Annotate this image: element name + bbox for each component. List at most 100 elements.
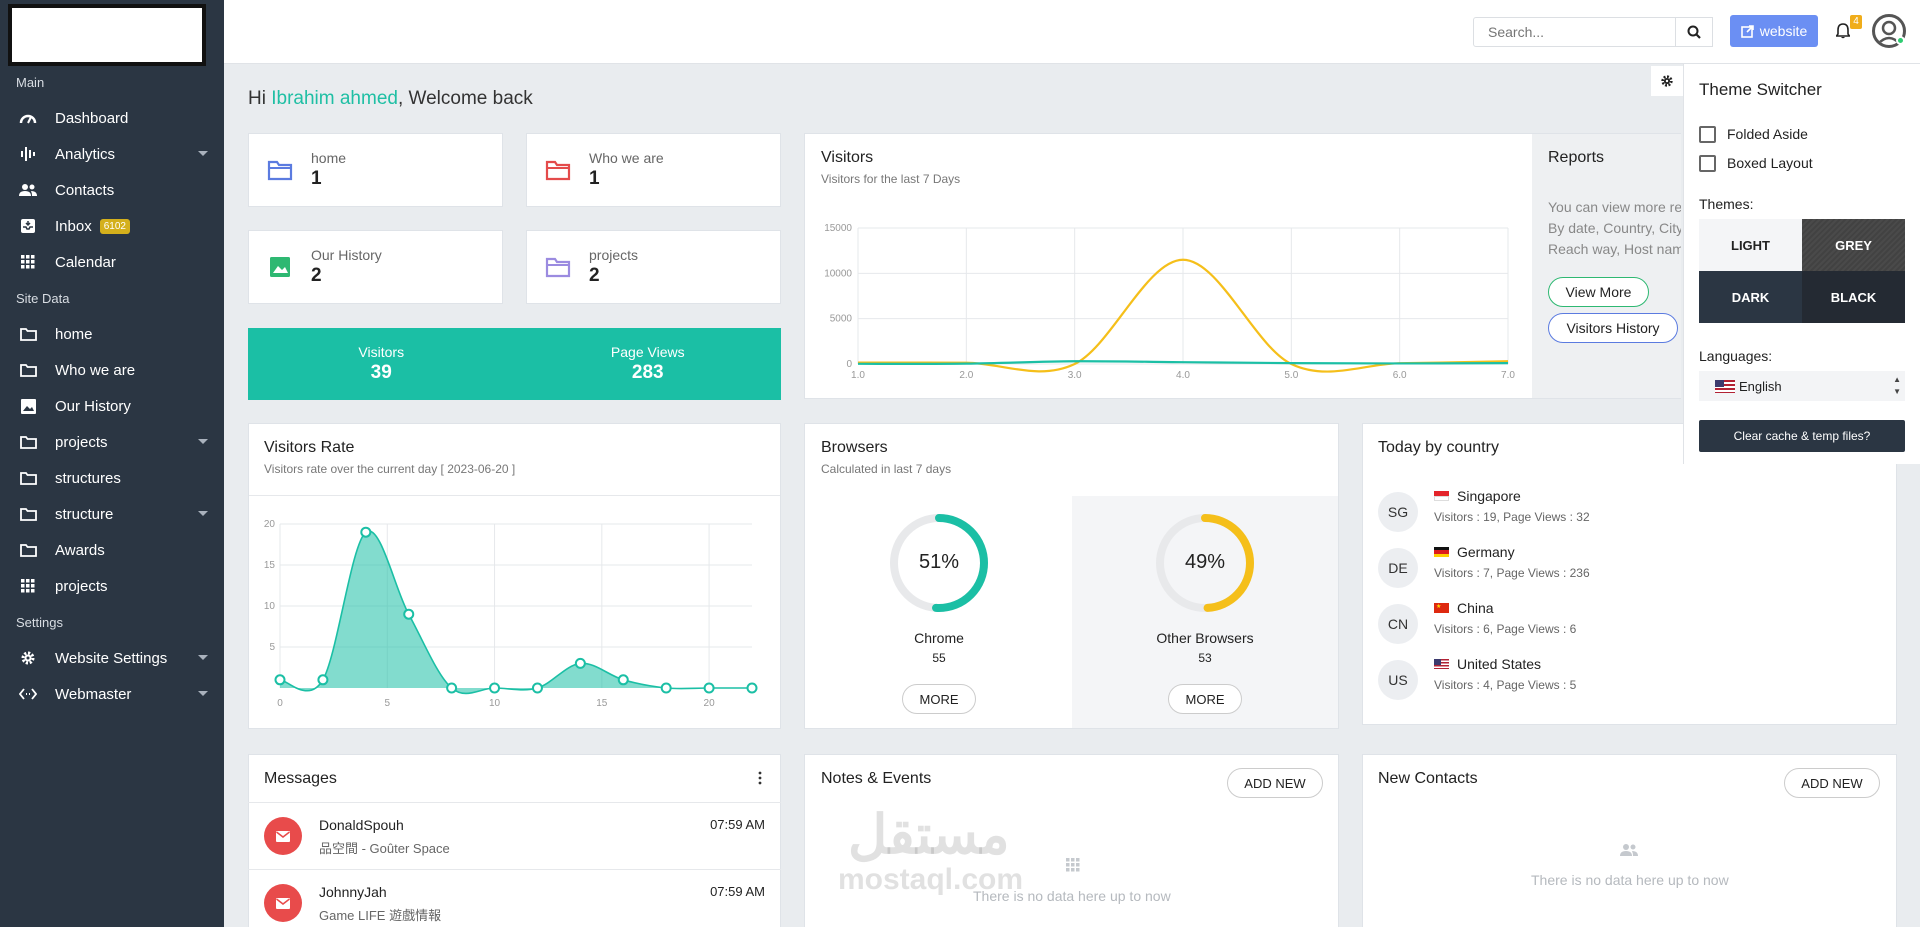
contacts-add-new-button[interactable]: ADD NEW xyxy=(1784,768,1880,798)
x-tick-label: 2.0 xyxy=(959,370,973,381)
sidebar-item-structure[interactable]: structure xyxy=(0,496,224,532)
visitors-chart-subtitle: Visitors for the last 7 Days xyxy=(821,172,961,186)
folder-icon xyxy=(18,540,38,560)
data-point xyxy=(274,674,286,686)
sidebar-item-analytics[interactable]: Analytics xyxy=(0,136,224,172)
data-point xyxy=(746,682,758,694)
visitors-rate-title: Visitors Rate xyxy=(264,439,355,456)
folder-icon xyxy=(18,468,38,488)
stat-label: home xyxy=(311,150,347,166)
message-row[interactable]: DonaldSpouh 品空間 - Goûter Space 07:59 AM xyxy=(248,802,781,868)
browsers-subtitle: Calculated in last 7 days xyxy=(821,462,952,476)
theme-black-button[interactable]: BLACK xyxy=(1802,271,1905,323)
reports-text: You can view more rep xyxy=(1548,199,1681,215)
visitors-label: Visitors xyxy=(358,344,405,360)
contacts-people-icon xyxy=(1620,843,1638,859)
theme-switcher-toggle[interactable] xyxy=(1651,66,1683,96)
sidebar: Main Dashboard Analytics Contacts Inbox … xyxy=(0,0,224,927)
series-line xyxy=(857,360,1509,365)
message-time: 07:59 AM xyxy=(710,817,765,832)
flag-us-icon xyxy=(1715,379,1735,393)
other-browsers-count: 53 xyxy=(1198,651,1212,665)
x-tick-label: 10 xyxy=(489,698,501,709)
y-tick-label: 5000 xyxy=(830,314,853,325)
watermark: مستقل mostaql.com xyxy=(838,805,1024,896)
visitors-rate-subtitle: Visitors rate over the current day [ 202… xyxy=(264,462,516,476)
country-name: United States xyxy=(1457,656,1542,672)
message-time: 07:59 AM xyxy=(710,884,765,899)
inbox-count-badge: 6102 xyxy=(99,218,130,234)
pageviews-label: Page Views xyxy=(610,344,685,360)
stat-card-projects[interactable]: projects 2 xyxy=(526,230,781,304)
country-code: SG xyxy=(1378,492,1418,532)
sidebar-item-inbox[interactable]: Inbox 6102 xyxy=(0,208,224,244)
y-tick-label: 10000 xyxy=(824,268,852,279)
sidebar-item-structures[interactable]: structures xyxy=(0,460,224,496)
theme-dark-button[interactable]: DARK xyxy=(1699,271,1802,323)
sidebar-item-website-settings[interactable]: Website Settings xyxy=(0,640,224,676)
sidebar-item-label: structure xyxy=(55,505,114,523)
theme-switcher-title: Theme Switcher xyxy=(1699,80,1822,99)
folded-aside-checkbox[interactable]: Folded Aside xyxy=(1699,124,1899,144)
search-button[interactable] xyxy=(1676,17,1713,47)
sidebar-item-dashboard[interactable]: Dashboard xyxy=(0,100,224,136)
stat-value: 2 xyxy=(311,265,322,286)
sidebar-item-label: Contacts xyxy=(55,181,115,199)
other-browsers-more-button[interactable]: MORE xyxy=(1168,684,1242,714)
sidebar-item-label: Dashboard xyxy=(55,109,129,127)
folder-icon xyxy=(545,160,571,181)
x-tick-label: 5.0 xyxy=(1284,370,1298,381)
image-icon xyxy=(18,396,38,416)
notifications-button[interactable] xyxy=(1834,20,1856,42)
sidebar-item-our-history[interactable]: Our History xyxy=(0,388,224,424)
folder-icon xyxy=(18,504,38,524)
search-input[interactable] xyxy=(1473,17,1676,47)
sidebar-item-label: home xyxy=(55,325,93,343)
sidebar-item-contacts[interactable]: Contacts xyxy=(0,172,224,208)
reports-text: Reach way, Host name xyxy=(1548,241,1681,257)
stat-value: 1 xyxy=(589,168,600,189)
sidebar-item-label: Who we are xyxy=(55,361,136,379)
stat-card-our-history[interactable]: Our History 2 xyxy=(248,230,503,304)
theme-grey-button[interactable]: GREY xyxy=(1802,219,1905,271)
sidebar-item-projects[interactable]: projects xyxy=(0,424,224,460)
country-stats: Visitors : 6, Page Views : 6 xyxy=(1434,622,1577,636)
logo[interactable] xyxy=(8,4,206,66)
themes-label: Themes: xyxy=(1699,196,1754,212)
country-code: CN xyxy=(1378,604,1418,644)
y-tick-label: 15 xyxy=(264,560,276,571)
visitors-history-button[interactable]: Visitors History xyxy=(1548,313,1678,343)
language-select[interactable]: English ▲ ▼ xyxy=(1699,371,1905,401)
sidebar-item-awards[interactable]: Awards xyxy=(0,532,224,568)
theme-light-button[interactable]: LIGHT xyxy=(1699,219,1802,271)
sidebar-item-projects-grid[interactable]: projects xyxy=(0,568,224,604)
sidebar-item-calendar[interactable]: Calendar xyxy=(0,244,224,280)
folder-icon xyxy=(267,160,293,181)
data-point xyxy=(531,682,543,694)
stat-card-who-we-are[interactable]: Who we are 1 xyxy=(526,133,781,207)
messages-card xyxy=(248,754,781,927)
mail-icon xyxy=(264,884,302,922)
notes-add-new-button[interactable]: ADD NEW xyxy=(1227,768,1323,798)
website-button[interactable]: website xyxy=(1730,15,1818,47)
mail-icon xyxy=(264,817,302,855)
country-code: DE xyxy=(1378,548,1418,588)
clear-cache-button[interactable]: Clear cache & temp files? xyxy=(1699,420,1905,452)
sidebar-item-home[interactable]: home xyxy=(0,316,224,352)
sidebar-item-webmaster[interactable]: Webmaster xyxy=(0,676,224,712)
boxed-layout-checkbox[interactable]: Boxed Layout xyxy=(1699,153,1899,173)
calendar-grid-icon xyxy=(18,252,38,272)
more-vertical-icon[interactable] xyxy=(757,771,763,785)
contacts-people-icon xyxy=(18,180,38,200)
country-code: US xyxy=(1378,660,1418,700)
country-card xyxy=(1362,423,1897,725)
view-more-button[interactable]: View More xyxy=(1548,277,1649,307)
sidebar-item-label: Awards xyxy=(55,541,105,559)
notifications-count-badge: 4 xyxy=(1850,15,1862,29)
sidebar-item-who-we-are[interactable]: Who we are xyxy=(0,352,224,388)
country-stats: Visitors : 7, Page Views : 236 xyxy=(1434,566,1590,580)
message-row[interactable]: JohnnyJah Game LIFE 遊戲情報 07:59 AM xyxy=(248,869,781,927)
chrome-more-button[interactable]: MORE xyxy=(902,684,976,714)
message-subject: 品空間 - Goûter Space xyxy=(319,841,450,856)
stat-card-home[interactable]: home 1 xyxy=(248,133,503,207)
